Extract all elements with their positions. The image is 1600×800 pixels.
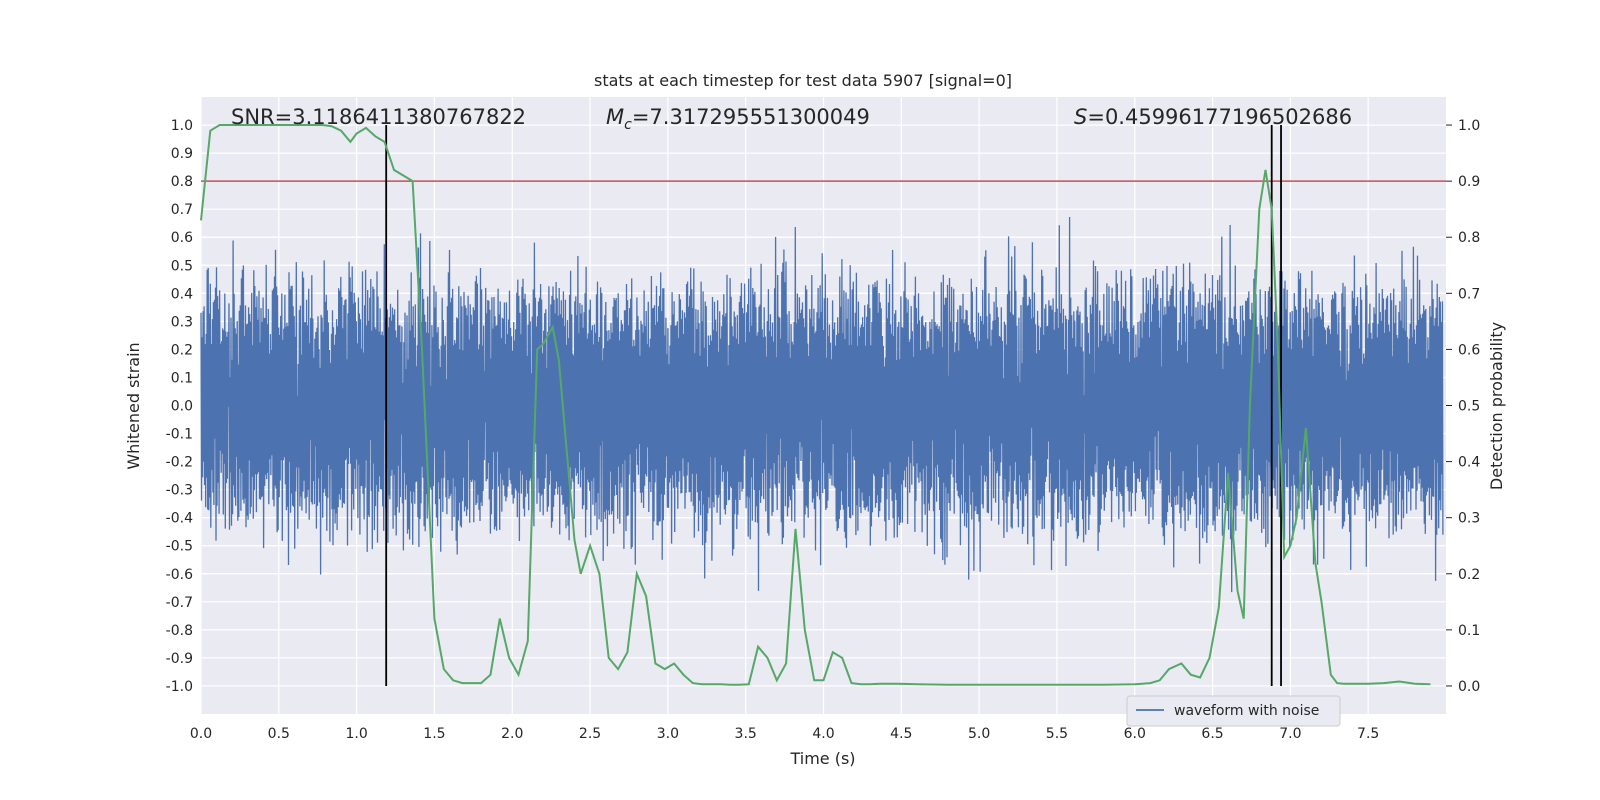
x-tick-label: 2.5 (579, 726, 601, 742)
x-axis-label: Time (s) (789, 749, 855, 768)
detection-probability-line (200, 124, 1431, 686)
legend: waveform with noise (1126, 695, 1341, 727)
y-tick-label-right: 0.6 (1458, 342, 1480, 358)
y-tick-label-left: -0.2 (166, 455, 193, 471)
y-tick-label-left: -0.3 (166, 483, 193, 499)
x-tick-label: 4.0 (812, 726, 834, 742)
y-tick-label-left: -0.5 (166, 539, 193, 555)
y-tick-label-left: 0.2 (171, 342, 193, 358)
x-tick-label: 0.0 (190, 726, 212, 742)
snr-annotation: SNR=3.1186411380767822 (231, 105, 526, 129)
y-tick-label-right: 0.2 (1458, 567, 1480, 583)
y-tick-label-right: 0.7 (1458, 286, 1480, 302)
s-value: =0.45996177196502686 (1087, 105, 1352, 129)
x-tick-label: 6.0 (1124, 726, 1146, 742)
y-tick-label-left: 0.6 (171, 230, 193, 246)
y-tick-label-left: -1.0 (166, 679, 193, 695)
y-tick-label-left: -0.4 (166, 511, 193, 527)
y-tick-label-left: -0.9 (166, 651, 193, 667)
y-tick-label-right: 0.5 (1458, 399, 1480, 415)
y-tick-label-right: 0.8 (1458, 230, 1480, 246)
y-axis-label-right: Detection probability (1487, 322, 1506, 490)
x-tick-label: 1.5 (423, 726, 445, 742)
y-tick-label-right: 0.0 (1458, 679, 1480, 695)
legend-entry-waveform: waveform with noise (1174, 703, 1319, 719)
y-tick-label-left: -0.1 (166, 427, 193, 443)
x-tick-label: 3.5 (735, 726, 757, 742)
y-tick-label-left: 0.1 (171, 370, 193, 386)
x-tick-label: 5.5 (1046, 726, 1068, 742)
y-tick-label-left: -0.6 (166, 567, 193, 583)
x-tick-label: 1.0 (345, 726, 367, 742)
y-tick-label-right: 0.9 (1458, 174, 1480, 190)
y-tick-label-left: -0.8 (166, 623, 193, 639)
y-tick-label-left: 0.5 (171, 258, 193, 274)
y-axis-label-left: Whitened strain (124, 342, 143, 469)
y-tick-label-left: -0.7 (166, 595, 193, 611)
s-annotation: S=0.45996177196502686 (1074, 105, 1352, 129)
x-tick-label: 5.0 (968, 726, 990, 742)
y-tick-label-left: 0.9 (171, 146, 193, 162)
x-tick-label: 7.0 (1279, 726, 1301, 742)
y-tick-label-left: 1.0 (171, 118, 193, 134)
x-tick-label: 4.5 (890, 726, 912, 742)
chirp-mass-value: =7.317295551300049 (632, 105, 870, 129)
y-tick-label-right: 0.4 (1458, 455, 1480, 471)
x-tick-label: 2.0 (501, 726, 523, 742)
y-tick-label-right: 1.0 (1458, 118, 1480, 134)
y-tick-label-right: 0.3 (1458, 511, 1480, 527)
x-tick-label: 3.0 (657, 726, 679, 742)
legend-box (1126, 695, 1341, 727)
y-tick-label-left: 0.0 (171, 399, 193, 415)
waveform-with-noise-series (200, 216, 1444, 593)
y-tick-label-left: 0.3 (171, 314, 193, 330)
x-tick-label: 7.5 (1357, 726, 1379, 742)
y-tick-label-left: 0.8 (171, 174, 193, 190)
x-tick-label: 0.5 (268, 726, 290, 742)
chirp-mass-annotation: Mc=7.317295551300049 (606, 105, 870, 133)
waveform-line (200, 216, 1444, 593)
y-tick-label-right: 0.1 (1458, 623, 1480, 639)
chart-title: stats at each timestep for test data 590… (594, 71, 1012, 90)
y-tick-label-left: 0.7 (171, 202, 193, 218)
x-tick-label: 6.5 (1201, 726, 1223, 742)
y-tick-label-left: 0.4 (171, 286, 193, 302)
